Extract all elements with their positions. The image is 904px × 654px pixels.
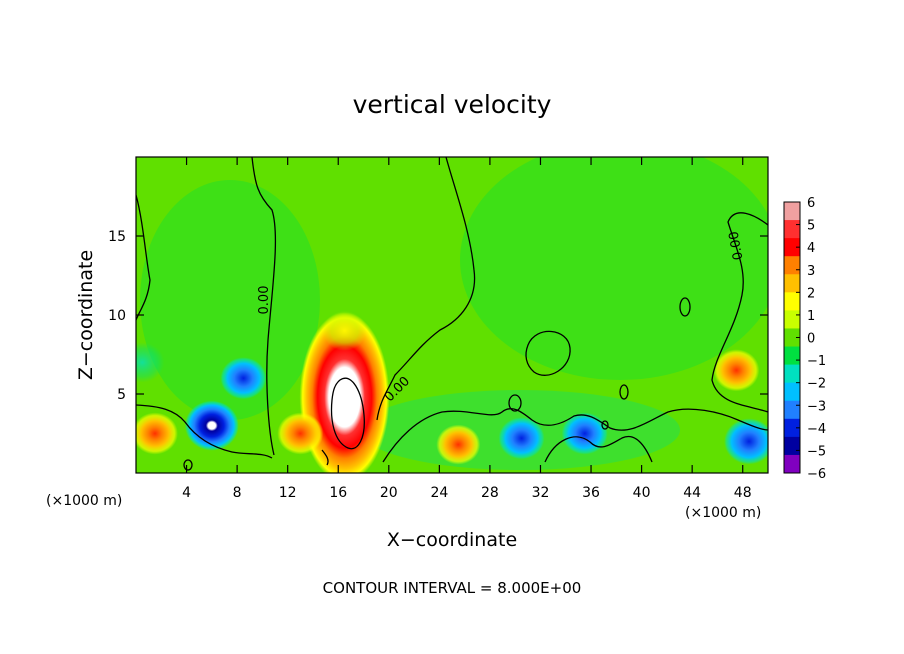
downdraft-cell xyxy=(561,412,608,455)
colorbar-swatch xyxy=(784,202,800,221)
updraft-cell xyxy=(277,412,324,455)
x-tick-label: 32 xyxy=(532,485,550,501)
colorbar: 6 5 4 3 2 1 0 −1 −2 −3 −4 −5 −6 xyxy=(783,196,826,482)
field-features xyxy=(136,310,768,473)
x-tick-label: 12 xyxy=(279,485,297,501)
colorbar-tick-label: 5 xyxy=(807,219,815,234)
zero-contour-line xyxy=(711,212,768,413)
colorbar-tick-label: 1 xyxy=(807,309,815,324)
colorbar-swatch xyxy=(784,418,800,438)
x-tick-label: 36 xyxy=(582,485,600,501)
plot-area: 0.00 0.00 0.00 xyxy=(136,157,768,473)
x-tick-label: 8 xyxy=(233,485,242,501)
zero-contour-line xyxy=(136,194,151,321)
zero-contour-line xyxy=(508,394,522,412)
colorbar-swatch xyxy=(784,274,800,293)
colorbar-swatch xyxy=(784,292,800,311)
y-tick-label: 5 xyxy=(117,387,126,403)
downdraft-cell xyxy=(498,417,545,460)
x-tick-label: 20 xyxy=(380,485,398,501)
x-tick-label: 16 xyxy=(329,485,347,501)
colorbar-tick-label: 4 xyxy=(807,241,815,256)
colorbar-tick-label: −2 xyxy=(807,377,826,392)
x-tick-label: 44 xyxy=(683,485,701,501)
zero-contour-line xyxy=(525,330,571,376)
downdraft-cell xyxy=(220,357,267,400)
colorbar-swatch xyxy=(784,238,800,257)
field-blend xyxy=(460,157,768,380)
colorbar-swatch xyxy=(784,454,800,474)
colorbar-swatch xyxy=(784,256,800,275)
x-tick-label: 4 xyxy=(182,485,191,501)
colorbar-swatch xyxy=(784,220,800,239)
updraft-cell xyxy=(436,424,481,465)
colorbar-tick-label: −1 xyxy=(807,354,826,369)
y-axis: 5 10 15 xyxy=(108,229,768,403)
strong-updraft-contour xyxy=(330,377,365,450)
colorbar-tick-label: −5 xyxy=(807,444,826,459)
colorbar-tick-label: 6 xyxy=(807,196,815,211)
zero-contour-line xyxy=(544,435,653,463)
colorbar-swatch xyxy=(784,310,800,329)
x-unit-right: (×1000 m) xyxy=(685,505,761,521)
x-unit-left: (×1000 m) xyxy=(46,493,122,509)
downdraft-cell xyxy=(184,400,239,451)
contour-interval-caption: CONTOUR INTERVAL = 8.000E+00 xyxy=(323,579,582,597)
colorbar-tick-label: 3 xyxy=(807,264,815,279)
colorbar-swatch xyxy=(784,364,800,384)
zero-contour-line xyxy=(679,297,691,317)
downdraft-cell xyxy=(136,342,165,383)
zero-contour-line xyxy=(251,157,277,456)
x-tick-label: 48 xyxy=(734,485,752,501)
colorbar-tick-label: 0 xyxy=(807,332,815,347)
downdraft-cell xyxy=(724,418,768,465)
colorbar-tick-label: 2 xyxy=(807,286,815,301)
colorbar-tick-label: −3 xyxy=(807,399,826,414)
y-tick-label: 10 xyxy=(108,308,126,324)
colorbar-swatch xyxy=(784,346,800,366)
x-tick-label: 40 xyxy=(633,485,651,501)
y-axis-label: Z−coordinate xyxy=(75,250,97,380)
updraft-cell xyxy=(322,310,367,351)
zero-contour-line xyxy=(601,420,609,430)
strong-updraft-contour xyxy=(321,449,329,466)
colorbar-tick-label: −6 xyxy=(807,467,826,482)
contour-label: 0.00 xyxy=(727,230,747,261)
colorbar-swatch xyxy=(784,328,800,348)
x-tick-label: 24 xyxy=(430,485,448,501)
updraft-cell xyxy=(713,349,760,392)
chart-title: vertical velocity xyxy=(353,90,552,119)
x-axis: 4 8 12 16 20 24 28 32 36 40 44 48 xyxy=(182,157,752,501)
zero-contour-line xyxy=(136,404,273,459)
zero-contour-line xyxy=(376,157,476,421)
zero-contours xyxy=(136,157,768,471)
field-background xyxy=(136,157,768,473)
contour-label: 0.00 xyxy=(257,286,272,315)
x-tick-label: 28 xyxy=(481,485,499,501)
colorbar-tick-label: −4 xyxy=(807,422,826,437)
colorbar-swatch xyxy=(784,400,800,420)
zero-contour-line xyxy=(619,384,629,400)
updraft-cell xyxy=(136,412,178,455)
colorbar-swatch xyxy=(784,382,800,402)
zero-contour-line xyxy=(183,459,193,471)
colorbar-swatch xyxy=(784,436,800,456)
y-tick-label: 15 xyxy=(108,229,126,245)
zero-contour-line xyxy=(382,408,768,463)
x-axis-label: X−coordinate xyxy=(387,529,517,551)
